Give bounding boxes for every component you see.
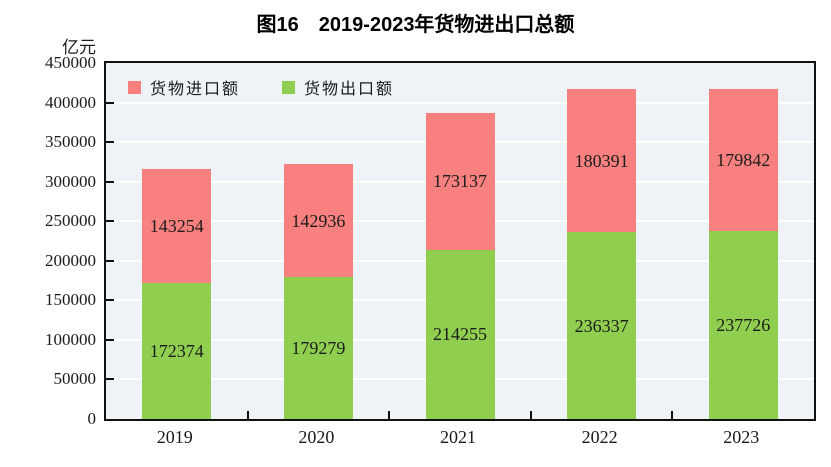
gridline [106,101,814,104]
y-tick-label: 350000 [45,132,96,152]
data-label-import-2023: 179842 [716,149,771,170]
x-tick-label: 2021 [440,427,476,447]
y-tick-mark [106,378,114,381]
y-tick-label: 150000 [45,290,96,310]
x-tick-label: 2023 [723,427,760,447]
y-tick-mark [106,220,114,223]
bar-segment-export-2021 [425,249,495,419]
legend-item-export: 货物出口额 [282,75,394,99]
x-tick-label: 2020 [298,427,335,447]
data-label-import-2020: 142936 [291,210,346,231]
y-tick-label: 250000 [45,211,96,231]
y-tick-mark [106,101,114,104]
bar-segment-import-2020 [283,164,353,278]
bar-segment-import-2022 [567,89,637,233]
bar-segment-import-2021 [425,112,495,250]
data-label-export-2023: 237726 [716,314,771,335]
legend: 货物进口额 货物出口额 [128,75,394,99]
y-tick-label: 300000 [45,171,96,191]
x-tick-mark [388,411,391,419]
bar-segment-export-2020 [283,277,353,419]
bar-segment-import-2023 [708,88,778,231]
y-tick-label: 200000 [45,250,96,270]
legend-label-import: 货物进口额 [150,81,241,98]
y-tick-mark [106,299,114,302]
y-tick-label: 0 [87,409,97,428]
y-tick-mark [106,141,114,144]
bar-segment-import-2019 [142,169,212,283]
x-tick-mark [529,411,532,419]
y-tick-label: 400000 [45,92,96,112]
legend-swatch-import-icon [128,80,141,94]
bar-segment-export-2022 [567,232,637,419]
legend-swatch-export-icon [282,80,296,94]
legend-label-export: 货物出口额 [304,81,395,98]
data-label-import-2019: 143254 [149,215,204,236]
bar-segment-export-2019 [142,282,212,419]
y-tick-label: 450000 [45,53,96,72]
chart-title: 图16 2019-2023年货物进出口总额 [256,14,575,36]
data-label-export-2020: 179279 [291,338,346,359]
data-label-export-2022: 236337 [574,315,629,336]
y-tick-label: 100000 [45,329,96,349]
x-tick-mark [246,411,249,419]
data-label-import-2021: 173137 [433,171,487,192]
y-tick-mark [106,259,114,262]
x-tick-label: 2019 [156,427,193,447]
plot-area: 货物进口额 货物出口额 172374 143254 179279 142936 2142… [104,61,816,421]
x-tick-mark [671,411,674,419]
legend-item-import: 货物进口额 [128,75,240,99]
y-tick-mark [106,180,114,183]
data-label-import-2022: 180391 [574,150,629,171]
y-axis-unit-label: 亿元 [62,38,96,57]
y-tick-label: 50000 [53,369,97,389]
data-label-export-2021: 214255 [433,324,487,345]
bar-segment-export-2023 [708,230,778,419]
x-tick-label: 2022 [581,427,618,447]
y-tick-mark [106,338,114,341]
data-label-export-2019: 172374 [149,340,204,361]
